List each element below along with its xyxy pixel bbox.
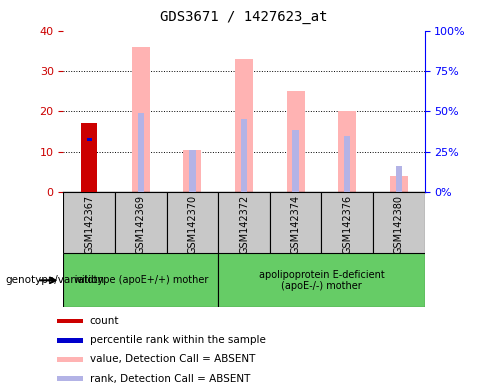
Text: GSM142380: GSM142380	[394, 195, 404, 254]
Text: GSM142369: GSM142369	[136, 195, 146, 254]
Bar	[322, 192, 373, 253]
Bar	[166, 192, 218, 253]
Text: value, Detection Call = ABSENT: value, Detection Call = ABSENT	[90, 354, 255, 364]
Bar	[183, 150, 202, 192]
Bar	[189, 150, 196, 192]
Text: GDS3671 / 1427623_at: GDS3671 / 1427623_at	[160, 10, 328, 23]
Bar	[87, 138, 92, 141]
Bar	[132, 47, 150, 192]
Text: wildtype (apoE+/+) mother: wildtype (apoE+/+) mother	[74, 275, 208, 285]
Text: count: count	[90, 316, 119, 326]
Bar	[286, 91, 305, 192]
Text: GSM142376: GSM142376	[342, 195, 352, 254]
Bar	[218, 192, 270, 253]
Bar	[338, 111, 356, 192]
Bar	[373, 192, 425, 253]
Text: rank, Detection Call = ABSENT: rank, Detection Call = ABSENT	[90, 374, 250, 384]
Bar	[58, 376, 83, 381]
Bar	[396, 166, 402, 192]
Bar	[218, 253, 425, 307]
Text: GSM142374: GSM142374	[290, 195, 301, 254]
Text: GSM142367: GSM142367	[84, 195, 94, 254]
Bar	[235, 59, 253, 192]
Bar	[292, 129, 299, 192]
Text: GSM142370: GSM142370	[187, 195, 198, 254]
Bar	[63, 192, 115, 253]
Bar	[58, 357, 83, 362]
Text: percentile rank within the sample: percentile rank within the sample	[90, 335, 265, 345]
Bar	[81, 124, 97, 192]
Bar	[63, 253, 218, 307]
Text: genotype/variation: genotype/variation	[5, 275, 104, 285]
Bar	[344, 136, 350, 192]
Bar	[241, 119, 247, 192]
Bar	[270, 192, 322, 253]
Bar	[58, 338, 83, 343]
Bar	[115, 192, 166, 253]
Bar	[58, 319, 83, 323]
Bar	[138, 113, 144, 192]
Text: apolipoprotein E-deficient
(apoE-/-) mother: apolipoprotein E-deficient (apoE-/-) mot…	[259, 270, 384, 291]
Text: GSM142372: GSM142372	[239, 195, 249, 254]
Bar	[390, 176, 408, 192]
